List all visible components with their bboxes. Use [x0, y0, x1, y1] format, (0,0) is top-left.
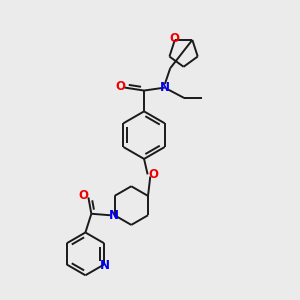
Text: O: O — [116, 80, 126, 93]
Text: N: N — [109, 209, 119, 222]
Text: O: O — [170, 32, 180, 45]
Text: N: N — [100, 259, 110, 272]
Text: N: N — [160, 81, 170, 94]
Text: O: O — [78, 188, 88, 202]
Text: O: O — [148, 169, 158, 182]
